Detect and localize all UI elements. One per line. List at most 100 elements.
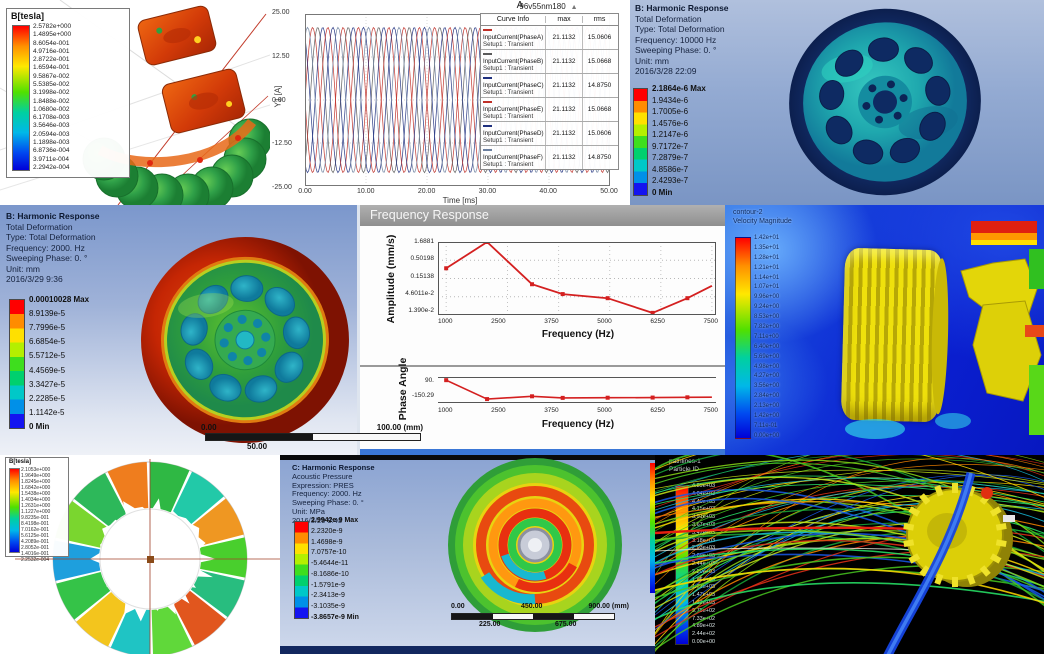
info-line: B: Harmonic Response (635, 3, 729, 13)
colorbar-value: 4.64e+03 (692, 490, 716, 497)
curve-max: 21.1132 (545, 98, 582, 121)
stator-flux-legend: B[tesla] 2.1053e+000 1.9649e+000 1.8245e+0… (5, 457, 69, 563)
colorbar-value: 3.18e+03 (692, 537, 716, 544)
collapse-icon[interactable]: ▲ (570, 4, 578, 11)
panel-phase-currents: A Y1 [A] 25.00 12.50 0.00 -12.50 -25.00 0.00… (270, 0, 630, 205)
colorbar-value: 1.2147e-6 (652, 130, 689, 140)
colorbar-value: 1.07e+01 (754, 284, 780, 291)
colorbar-value: 9.78e+02 (692, 607, 716, 614)
col-max: max (545, 16, 582, 23)
panel-frequency-response-window: Frequency Response Amplitude (mm/s) 1.68… (357, 205, 728, 455)
stator-legend-value: 4.2089e-001 (21, 539, 50, 545)
y-tick: -12.50 (272, 140, 292, 148)
amplitude-y-ticks: 1.6881 0.50198 0.15138 4.6011e-2 1.390e-2 (392, 238, 434, 314)
ruler-label: 100.00 (mm) (376, 423, 423, 432)
ruler-label: 225.00 (479, 621, 501, 628)
wheel-deformation-view (141, 237, 349, 443)
colorbar-value: 1.71e+03 (692, 584, 716, 591)
colorbar-value: 0 Min (652, 187, 673, 197)
colorbar-value: 1.9434e-6 (652, 95, 689, 105)
colorbar-value: 0.00e+00 (692, 638, 716, 645)
info-line: Type: Total Deformation (6, 232, 96, 242)
panel-harmonic-10000hz: B: Harmonic Response Total Deformation Typ… (630, 0, 1044, 205)
curve-name: InputCurrent(PhaseE) (483, 106, 544, 113)
scale-ruler: 0.00 450.00 900.00 (mm) 225.00 675.00 (451, 603, 629, 633)
result-info: C: Harmonic Response Acoustic Pressure Exp… (292, 463, 375, 526)
info-line: Frequency: 10000 Hz (635, 34, 717, 45)
curve-name: InputCurrent(PhaseA) (483, 34, 544, 41)
phase-x-ticks: 1000 2500 3750 5000 6250 7500 (438, 407, 718, 414)
curve-table-row: InputCurrent(PhaseD) Setup1 : Transient 2… (481, 121, 618, 145)
x-tick: 7500 (703, 318, 718, 325)
gear-rotor (840, 247, 944, 423)
stator-legend-title: B[tesla] (9, 459, 32, 465)
curve-table-row: InputCurrent(PhaseC) Setup1 : Transient 2… (481, 73, 618, 97)
colorbar-value: 7.2879e-7 (652, 153, 689, 163)
velocity-colorbar-labels: 1.42e+01 1.35e+01 1.28e+01 1.21e+01 1.14e+01… (754, 235, 779, 439)
cropped-colorbar-sliver (650, 463, 655, 593)
x-tick: 6250 (650, 407, 665, 414)
colorbar-value: 2.84e+00 (754, 393, 780, 400)
info-line: Frequency: 2000. Hz (292, 489, 362, 499)
col-rms: rms (582, 16, 616, 23)
stator-legend-value: 1.5438e+000 (21, 491, 51, 497)
curve-swatch (483, 101, 492, 104)
coil-legend-value: 2.0594e-003 (33, 130, 70, 138)
curve-setup: Setup1 : Transient (483, 161, 534, 168)
scale-ruler: 0.00 100.00 (mm) 50.00 (195, 423, 423, 453)
curve-swatch (483, 29, 492, 32)
x-axis-ticks: 0.00 10.00 20.00 30.00 40.00 50.00 (290, 188, 624, 195)
curve-table-row: InputCurrent(PhaseB) Setup1 : Transient 2… (481, 49, 618, 73)
colorbar-value: 0.00e+00 (754, 432, 780, 439)
pathlines-legend-title: pathlines-1 Particle ID (669, 458, 701, 474)
curve-max: 21.1132 (545, 50, 582, 73)
curve-max: 21.1132 (545, 146, 582, 169)
coil-legend-value: 2.2942e-004 (33, 163, 70, 171)
stator-legend-value: 9.8235e-001 (21, 515, 50, 521)
info-line: B: Harmonic Response (6, 211, 100, 221)
curve-setup: Setup1 : Transient (483, 89, 534, 96)
colorbar-value: 0.00010028 Max (29, 295, 90, 304)
colorbar-value: 2.20e+03 (692, 568, 716, 575)
colorbar-value: 3.56e+00 (754, 383, 780, 390)
coil-legend-value: 2.5782e+000 (33, 23, 72, 30)
coil-legend-value: 2.8722e-001 (33, 56, 70, 64)
colorbar-value: 8.53e+00 (754, 314, 780, 321)
curve-swatch (483, 149, 492, 152)
window-titlebar[interactable]: Frequency Response (360, 205, 728, 226)
pathlines-quantity: Particle ID (669, 466, 699, 473)
colorbar-value: 2.2285e-5 (29, 393, 66, 403)
curve-rms: 15.0668 (582, 98, 616, 121)
y-tick: 0.15138 (410, 272, 435, 280)
curve-rms: 14.8750 (582, 146, 616, 169)
result-info: B: Harmonic Response Total Deformation Typ… (635, 3, 729, 77)
stator-colorbar-strip (9, 468, 20, 553)
deformation-colorbar-strip (9, 299, 25, 429)
x-tick: 1000 (438, 318, 453, 325)
coil-legend-value: 5.5385e-002 (33, 80, 70, 88)
coil-legend-value: 1.1898e-003 (33, 138, 70, 146)
colorbar-value: 7.0757e-10 (311, 549, 347, 557)
result-info: B: Harmonic Response Total Deformation Typ… (6, 211, 100, 285)
colorbar-value: 4.98e+00 (754, 363, 780, 370)
curve-swatch (483, 53, 492, 56)
colorbar-value: 2.2320e-9 (311, 527, 343, 535)
y-tick: 1.390e-2 (408, 307, 434, 314)
curve-table-body: InputCurrent(PhaseA) Setup1 : Transient 2… (481, 26, 618, 169)
colorbar-value: 2.13e+00 (754, 403, 780, 410)
curve-rms: 15.0606 (582, 26, 616, 49)
x-tick: 30.00 (478, 188, 497, 195)
coil-legend-value: 1.6594e-001 (33, 64, 70, 72)
curve-max: 21.1132 (545, 74, 582, 97)
curve-swatch (483, 77, 492, 80)
colorbar-value: 4.4569e-5 (29, 365, 66, 375)
colorbar-value: 2.44e+02 (692, 631, 716, 638)
curve-table-row: InputCurrent(PhaseE) Setup1 : Transient 2… (481, 97, 618, 121)
x-tick: 40.00 (539, 188, 557, 195)
col-curve-info: Curve Info (496, 16, 530, 23)
curve-setup: Setup1 : Transient (483, 137, 534, 144)
colorbar-value: 2.44e+03 (692, 560, 716, 567)
x-tick: 1000 (438, 407, 453, 414)
colorbar-value: 1.35e+01 (754, 244, 780, 251)
